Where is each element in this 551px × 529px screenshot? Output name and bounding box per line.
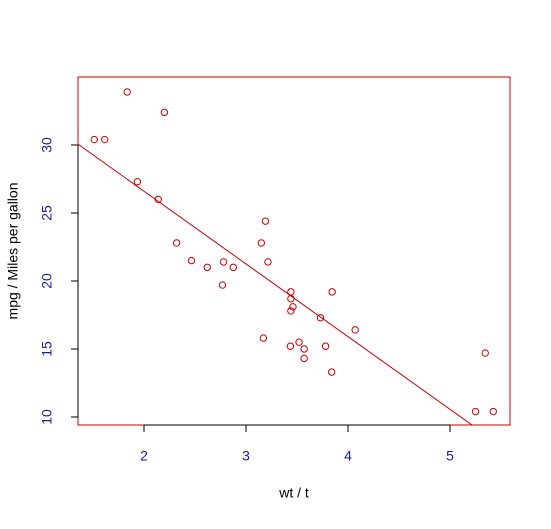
data-point: [327, 368, 336, 376]
y-tick-label: 20: [39, 273, 55, 289]
data-point: [264, 258, 272, 266]
data-point: [316, 314, 325, 322]
y-tick-label: 25: [39, 205, 55, 221]
data-point: [286, 342, 295, 350]
data-point: [489, 407, 497, 416]
y-tick-label: 10: [39, 409, 55, 425]
data-point: [259, 334, 268, 342]
y-tick-label: 15: [39, 341, 55, 357]
data-point: [257, 239, 266, 247]
plot-area: [78, 88, 497, 425]
data-point: [287, 288, 295, 296]
data-point: [351, 326, 359, 334]
data-point: [471, 407, 480, 416]
data-point: [187, 256, 196, 265]
data-point: [123, 88, 131, 96]
x-tick-label: 2: [140, 448, 148, 464]
data-point: [229, 263, 237, 272]
x-tick-label: 5: [446, 448, 454, 464]
data-point: [295, 338, 303, 346]
y-tick-label: 30: [39, 137, 55, 153]
y-axis-label: mpg / Miles per gallon: [5, 183, 21, 320]
data-point: [328, 288, 336, 296]
data-point: [300, 354, 308, 363]
data-point: [218, 281, 227, 289]
data-point: [90, 135, 99, 144]
data-point: [101, 135, 109, 144]
x-axis-label: wt / t: [278, 485, 309, 501]
data-point: [133, 178, 142, 186]
data-point: [160, 108, 169, 117]
data-point: [172, 239, 181, 247]
data-point: [219, 258, 228, 266]
data-point: [321, 342, 330, 350]
data-point: [289, 303, 297, 311]
data-point: [261, 217, 270, 225]
data-point: [287, 307, 295, 315]
fit-line: [78, 143, 473, 425]
data-point: [481, 349, 489, 357]
data-point: [203, 263, 211, 272]
x-tick-label: 4: [344, 448, 352, 464]
data-point: [300, 345, 308, 353]
plot-box: [77, 76, 511, 426]
x-tick-label: 3: [242, 448, 250, 464]
